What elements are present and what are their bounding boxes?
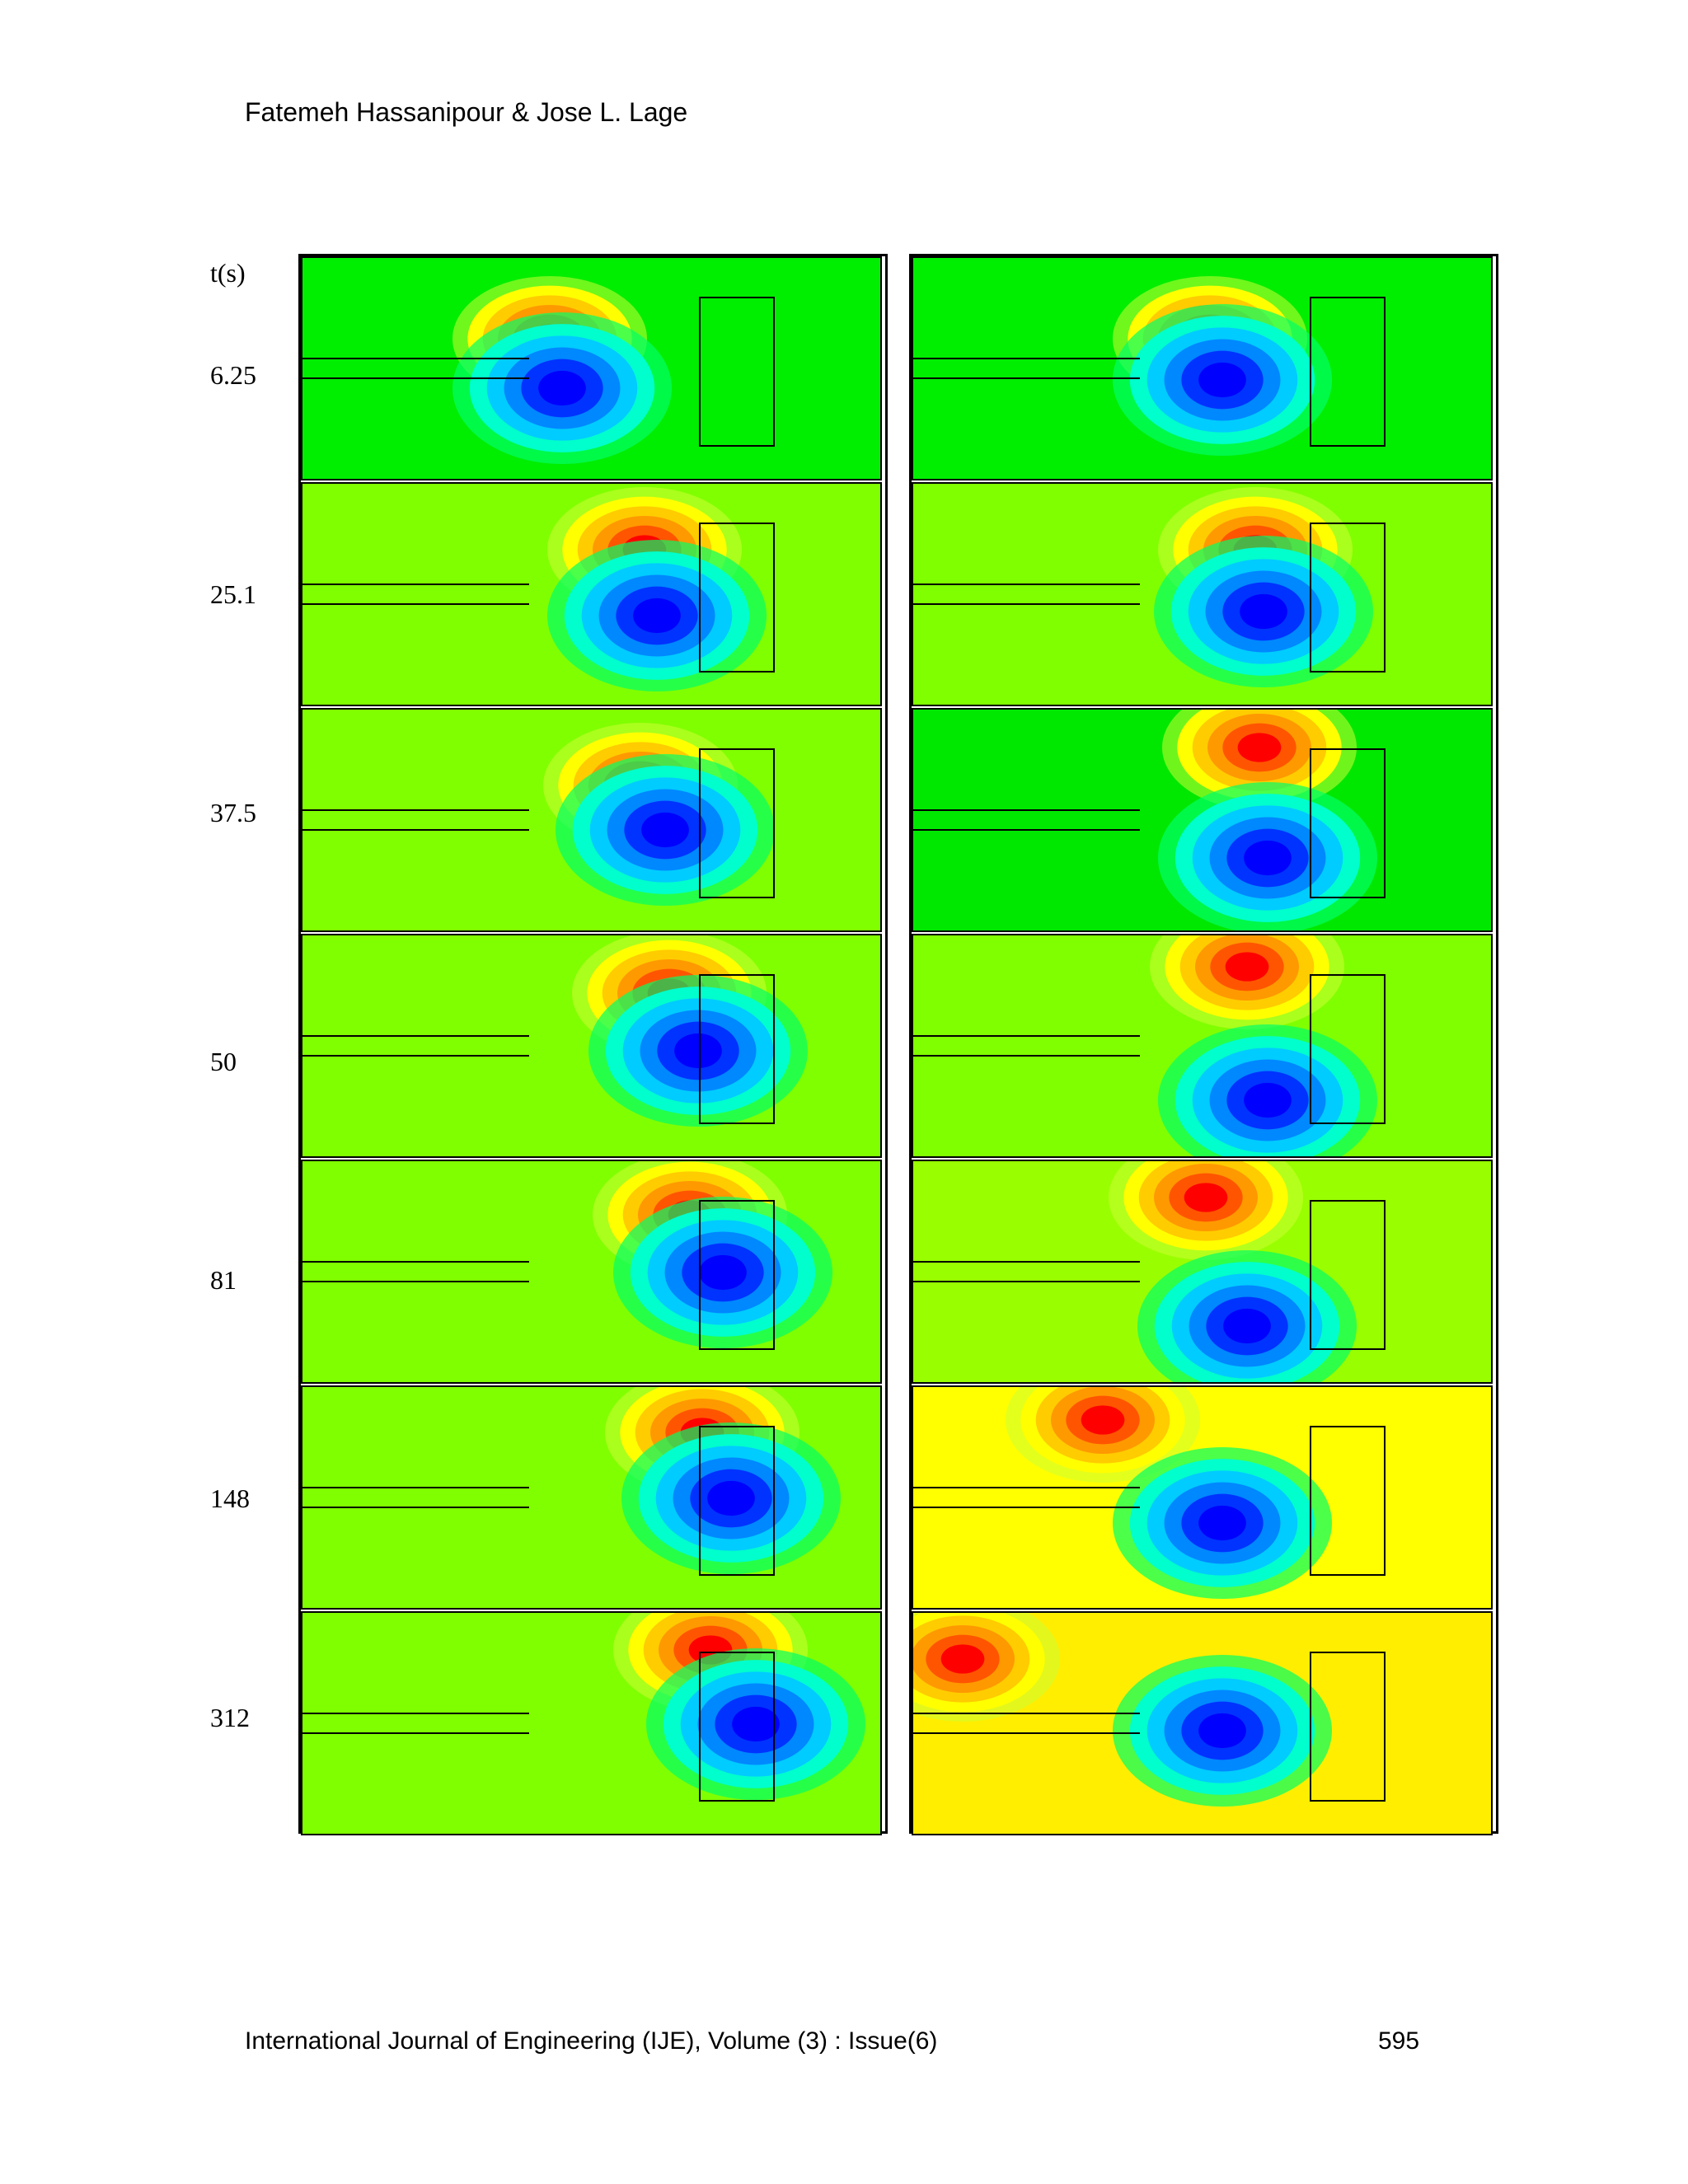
negative-vorticity-contour bbox=[1198, 1713, 1246, 1749]
journal-footer: International Journal of Engineering (IJ… bbox=[245, 2027, 938, 2055]
obstacle-rectangle bbox=[1310, 974, 1386, 1124]
right-contour-panel bbox=[912, 1385, 1493, 1610]
contour-plot bbox=[913, 710, 1491, 930]
negative-vorticity-contour bbox=[633, 598, 681, 634]
right-contour-panel bbox=[912, 934, 1493, 1158]
time-label: 37.5 bbox=[210, 798, 256, 827]
contour-plot bbox=[302, 484, 880, 705]
time-label: 81 bbox=[210, 1265, 237, 1295]
positive-vorticity-contour bbox=[1237, 733, 1282, 762]
time-label: 312 bbox=[210, 1703, 250, 1732]
contour-plot bbox=[302, 710, 880, 930]
right-contour-panel bbox=[912, 708, 1493, 932]
negative-vorticity-contour bbox=[1244, 1082, 1292, 1118]
negative-vorticity-contour bbox=[1198, 1505, 1246, 1541]
time-label: 50 bbox=[210, 1047, 237, 1076]
right-contour-panel bbox=[912, 482, 1493, 706]
obstacle-rectangle bbox=[699, 974, 775, 1124]
negative-vorticity-contour bbox=[1198, 362, 1246, 398]
page-number: 595 bbox=[1378, 2027, 1420, 2055]
contour-plot bbox=[913, 484, 1491, 705]
positive-vorticity-contour bbox=[1225, 952, 1269, 982]
time-label: 25.1 bbox=[210, 579, 256, 609]
left-contour-panel bbox=[301, 708, 882, 932]
contour-plot bbox=[302, 1387, 880, 1608]
left-contour-panel bbox=[301, 482, 882, 706]
left-contour-panel bbox=[301, 934, 882, 1158]
left-contour-panel bbox=[301, 1611, 882, 1835]
contour-plot bbox=[913, 1161, 1491, 1382]
obstacle-rectangle bbox=[699, 297, 775, 447]
obstacle-rectangle bbox=[699, 748, 775, 898]
obstacle-rectangle bbox=[1310, 1652, 1386, 1802]
contour-plot bbox=[302, 935, 880, 1156]
obstacle-rectangle bbox=[699, 1652, 775, 1802]
running-header: Fatemeh Hassanipour & Jose L. Lage bbox=[245, 97, 688, 127]
negative-vorticity-contour bbox=[1240, 593, 1287, 630]
positive-vorticity-contour bbox=[940, 1644, 985, 1674]
right-contour-panel bbox=[912, 256, 1493, 480]
contour-plot bbox=[302, 258, 880, 479]
left-contour-panel bbox=[301, 1385, 882, 1610]
negative-vorticity-contour bbox=[732, 1706, 780, 1742]
obstacle-rectangle bbox=[1310, 523, 1386, 673]
negative-vorticity-contour bbox=[538, 370, 586, 406]
obstacle-rectangle bbox=[1310, 297, 1386, 447]
obstacle-rectangle bbox=[699, 1426, 775, 1576]
right-contour-panel bbox=[912, 1611, 1493, 1835]
obstacle-rectangle bbox=[699, 523, 775, 673]
obstacle-rectangle bbox=[1310, 748, 1386, 898]
left-contour-panel bbox=[301, 256, 882, 480]
negative-vorticity-contour bbox=[674, 1033, 722, 1069]
negative-vorticity-contour bbox=[699, 1254, 747, 1291]
time-axis-label: t(s) bbox=[210, 258, 246, 288]
right-contour-panel bbox=[912, 1160, 1493, 1384]
negative-vorticity-contour bbox=[1244, 840, 1292, 876]
positive-vorticity-contour bbox=[1081, 1405, 1125, 1435]
contour-plot bbox=[913, 1387, 1491, 1608]
obstacle-rectangle bbox=[1310, 1426, 1386, 1576]
negative-vorticity-contour bbox=[1223, 1308, 1271, 1344]
time-label: 6.25 bbox=[210, 360, 256, 390]
positive-vorticity-contour bbox=[1184, 1183, 1228, 1212]
time-label: 148 bbox=[210, 1483, 250, 1513]
left-contour-panel bbox=[301, 1160, 882, 1384]
negative-vorticity-contour bbox=[641, 812, 689, 848]
negative-vorticity-contour bbox=[707, 1480, 755, 1516]
contour-plot bbox=[302, 1161, 880, 1382]
contour-plot bbox=[913, 935, 1491, 1156]
obstacle-rectangle bbox=[699, 1200, 775, 1350]
obstacle-rectangle bbox=[1310, 1200, 1386, 1350]
contour-plot bbox=[302, 1613, 880, 1834]
contour-plot bbox=[913, 1613, 1491, 1834]
contour-plot bbox=[913, 258, 1491, 479]
